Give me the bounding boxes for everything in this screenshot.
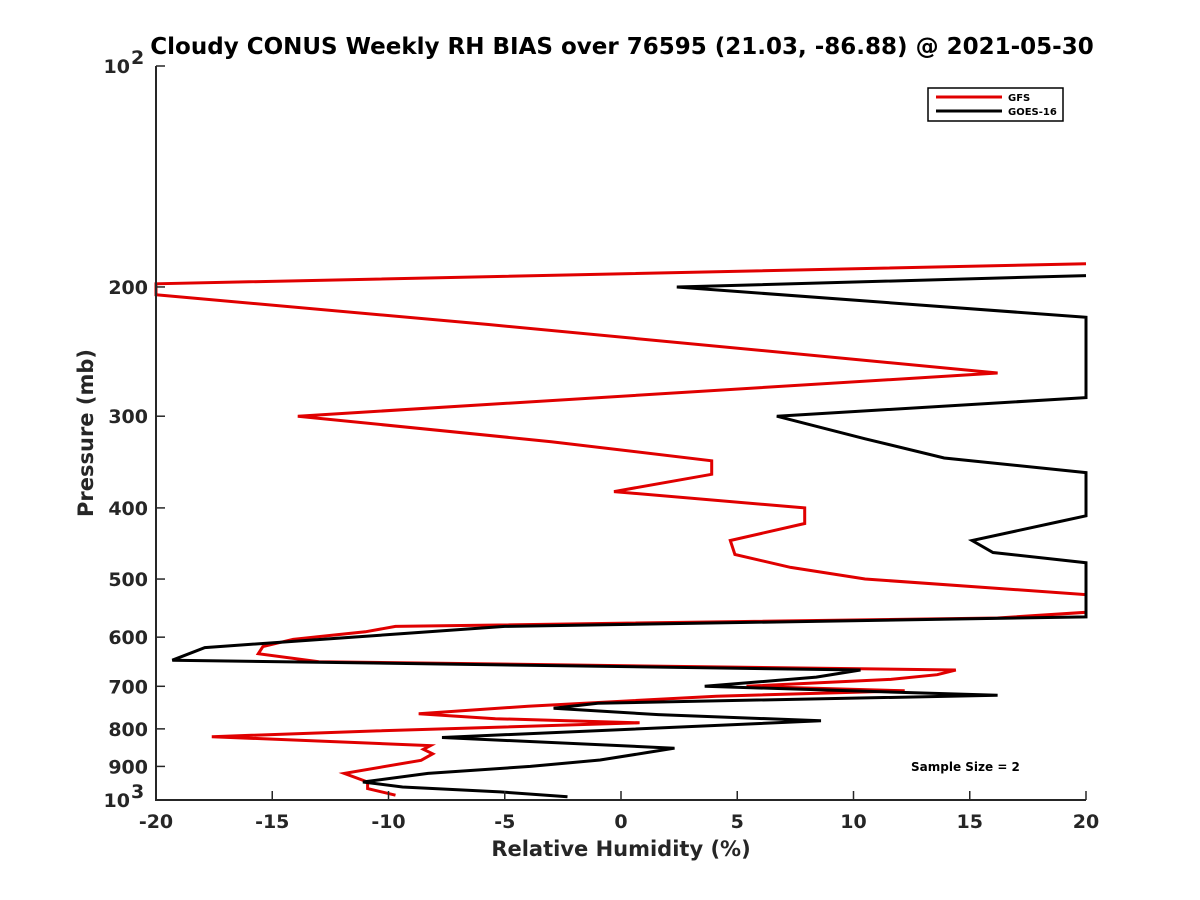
- y-axis-label: Pressure (mb): [74, 349, 98, 517]
- x-tick-label: -5: [494, 811, 515, 833]
- y-tick-label: 800: [108, 719, 148, 741]
- x-tick-label: 5: [731, 811, 744, 833]
- y-tick-exponent: 2: [131, 47, 144, 69]
- y-tick-label: 600: [108, 627, 148, 649]
- y-tick-exponent: 3: [131, 781, 144, 803]
- x-tick-label: 15: [957, 811, 983, 833]
- x-tick-label: 0: [614, 811, 627, 833]
- y-tick-label: 10: [104, 790, 130, 812]
- x-tick-label: -10: [371, 811, 405, 833]
- y-tick-label: 400: [108, 498, 148, 520]
- y-tick-label: 900: [108, 756, 148, 778]
- x-tick-label: -20: [139, 811, 173, 833]
- legend-label-goes-16: GOES-16: [1008, 107, 1057, 118]
- legend: GFS GOES-16: [927, 87, 1064, 122]
- sample-size-annotation: Sample Size = 2: [911, 760, 1020, 774]
- x-tick-label: 20: [1073, 811, 1099, 833]
- y-tick-label: 10: [104, 56, 130, 78]
- y-tick-label: 500: [108, 569, 148, 591]
- series-line-gfs: [154, 262, 1088, 797]
- series-line-goes-16: [171, 274, 1088, 799]
- x-axis-ticks: -20 -15 -10 -5 0 5 10 15 20: [139, 791, 1099, 833]
- x-tick-label: 10: [840, 811, 866, 833]
- x-axis-label: Relative Humidity (%): [491, 837, 750, 861]
- legend-label-gfs: GFS: [1008, 93, 1030, 104]
- y-tick-label: 300: [108, 406, 148, 428]
- chart-title: Cloudy CONUS Weekly RH BIAS over 76595 (…: [150, 34, 1093, 60]
- legend-box: [927, 87, 1064, 122]
- y-tick-label: 200: [108, 277, 148, 299]
- x-tick-label: -15: [255, 811, 289, 833]
- series-layer: [154, 262, 1088, 799]
- y-tick-label: 700: [108, 676, 148, 698]
